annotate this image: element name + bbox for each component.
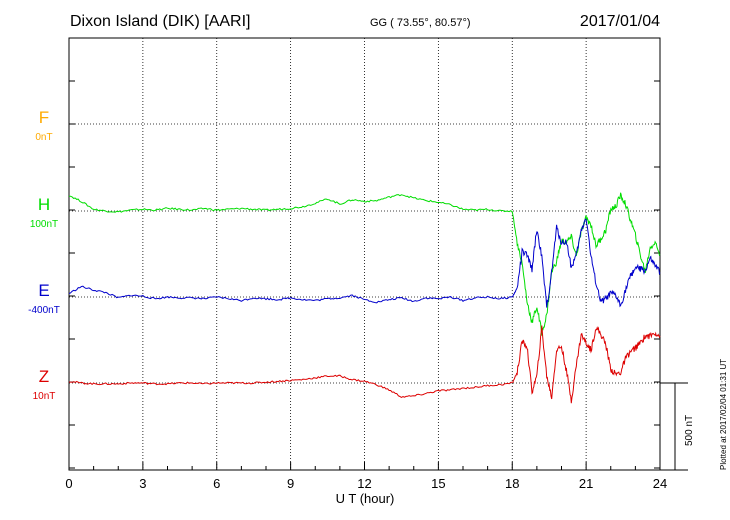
x-axis-label: U T (hour)	[336, 491, 395, 506]
date-label: 2017/01/04	[580, 13, 660, 30]
series-line-Z	[69, 325, 661, 404]
series-line-H	[69, 192, 661, 336]
x-tick-label: 9	[287, 476, 294, 491]
series-name-label: E	[38, 281, 49, 300]
series-base-label: 100nT	[30, 219, 58, 230]
series-base-label: -400nT	[28, 305, 60, 316]
x-tick-label: 24	[653, 476, 667, 491]
horizontal-gridlines	[69, 123, 660, 384]
series-name-label: Z	[39, 367, 49, 386]
series-name-label: H	[38, 195, 50, 214]
x-tick-label: 12	[357, 476, 371, 491]
x-tick-label: 0	[65, 476, 72, 491]
series-name-label: F	[39, 108, 49, 127]
station-title: Dixon Island (DIK) [AARI]	[70, 13, 251, 30]
x-tick-label: 18	[505, 476, 519, 491]
x-tick-label: 15	[431, 476, 445, 491]
x-tick-label: 21	[579, 476, 593, 491]
x-tick-label: 6	[213, 476, 220, 491]
scale-bar-label: 500 nT	[684, 415, 695, 446]
series-labels: F 0nT H 100nT E -400nT Z 10nT	[28, 108, 60, 402]
vertical-gridlines	[142, 38, 587, 470]
series-base-label: 0nT	[35, 132, 52, 143]
plotted-timestamp: Plotted at 2017/02/04 01:31 UT	[719, 359, 728, 470]
coordinates-label: GG ( 73.55°, 80.57°)	[370, 17, 471, 29]
scale-bar: 500 nT	[660, 382, 695, 471]
x-tick-label: 3	[139, 476, 146, 491]
series-line-E	[68, 218, 661, 308]
x-tick-labels: 0 3 6 9 12 15 18 21 24	[65, 476, 667, 491]
series-base-label: 10nT	[33, 391, 56, 402]
series-lines	[68, 192, 661, 404]
tick-marks	[68, 80, 661, 470]
